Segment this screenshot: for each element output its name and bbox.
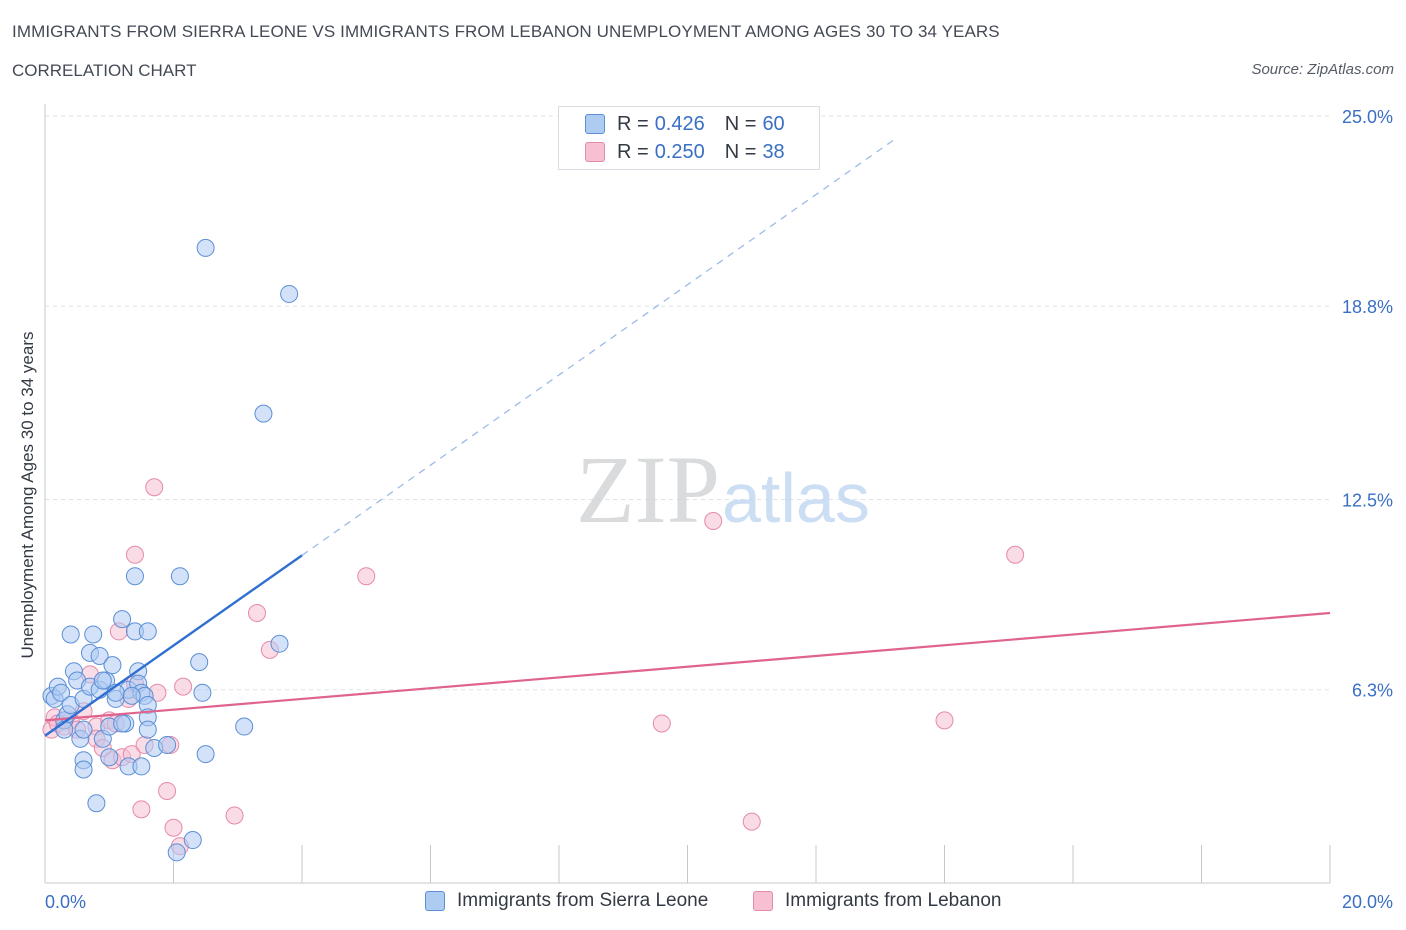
sierra-leone-point	[87, 794, 106, 813]
legend-swatch-lebanon	[585, 142, 605, 162]
lebanon-point	[357, 567, 376, 586]
legend-row-lebanon: R = 0.250 N = 38	[585, 140, 785, 164]
sierra-leone-point	[122, 686, 141, 705]
y-tick-label: 6.3%	[1352, 681, 1393, 701]
sierra-leone-trend-line	[44, 554, 303, 737]
sierra-leone-point	[196, 745, 215, 764]
legend-r-value: 0.250	[654, 140, 705, 163]
y-tick-label: 18.8%	[1342, 297, 1393, 317]
lebanon-point	[225, 806, 244, 825]
lebanon-point	[145, 478, 164, 497]
legend-n-label: N =	[724, 112, 757, 135]
lebanon-point	[132, 800, 151, 819]
bottom-legend-sierra-leone: Immigrants from Sierra Leone	[425, 890, 708, 912]
legend-label-lebanon: Immigrants from Lebanon	[785, 890, 1002, 911]
sierra-leone-point	[167, 843, 186, 862]
watermark: ZIP atlas	[576, 436, 870, 543]
lebanon-point	[935, 711, 954, 730]
sierra-leone-point	[84, 625, 103, 644]
lebanon-point	[158, 781, 177, 800]
watermark-zip: ZIP	[576, 436, 720, 543]
legend-swatch-sierra-leone	[585, 114, 605, 134]
lebanon-point	[704, 511, 723, 530]
y-axis-label: Unemployment Among Ages 30 to 34 years	[18, 331, 37, 659]
legend-swatch-sierra-leone	[425, 891, 445, 911]
sierra-leone-point	[100, 748, 119, 767]
legend-n-value: 60	[762, 112, 785, 135]
bottom-legend-lebanon: Immigrants from Lebanon	[753, 890, 1002, 912]
sierra-leone-point	[74, 760, 93, 779]
legend-r-label: R =	[617, 140, 649, 163]
correlation-legend: R = 0.426 N = 60 R = 0.250 N = 38	[558, 106, 820, 170]
y-tick-labels: 6.3% 12.5% 18.8% 25.0%	[1342, 107, 1393, 701]
lebanon-point	[742, 812, 761, 831]
lebanon-point	[125, 545, 144, 564]
sierra-leone-point	[132, 757, 151, 776]
legend-r-value: 0.426	[654, 112, 705, 135]
legend-r-label: R =	[617, 112, 649, 135]
sierra-leone-trend-extension	[301, 139, 894, 556]
y-tick-label: 25.0%	[1342, 107, 1393, 127]
legend-n-value: 38	[762, 140, 785, 163]
legend-swatch-lebanon	[753, 891, 773, 911]
sierra-leone-point	[235, 717, 254, 736]
gridlines	[45, 115, 1330, 691]
axes	[44, 104, 1331, 884]
legend-label-sierra-leone: Immigrants from Sierra Leone	[457, 890, 709, 911]
sierra-leone-point	[113, 610, 132, 629]
x-tick-label-max: 20.0%	[1342, 892, 1393, 912]
chart-title: IMMIGRANTS FROM SIERRA LEONE VS IMMIGRAN…	[12, 22, 1000, 41]
sierra-leone-point	[280, 284, 299, 303]
sierra-leone-point	[74, 720, 93, 739]
sierra-leone-point	[170, 567, 189, 586]
series-sierra-leone-points	[42, 238, 299, 862]
sierra-leone-point	[254, 404, 273, 423]
sierra-leone-point	[103, 656, 122, 675]
sierra-leone-point	[158, 735, 177, 754]
sierra-leone-point	[138, 720, 157, 739]
sierra-leone-point	[113, 714, 132, 733]
lebanon-point	[164, 818, 183, 837]
watermark-atlas: atlas	[722, 459, 870, 537]
lebanon-point	[248, 604, 267, 623]
legend-n-label: N =	[724, 140, 757, 163]
sierra-leone-point	[52, 683, 71, 702]
y-tick-label: 12.5%	[1342, 491, 1393, 511]
lebanon-trend-line	[44, 611, 1331, 722]
sierra-leone-point	[190, 653, 209, 672]
sierra-leone-point	[90, 646, 109, 665]
lebanon-point	[1006, 545, 1025, 564]
sierra-leone-point	[138, 622, 157, 641]
sierra-leone-point	[183, 831, 202, 850]
sierra-leone-point	[193, 683, 212, 702]
legend-row-sierra-leone: R = 0.426 N = 60	[585, 112, 785, 136]
sierra-leone-point	[196, 238, 215, 257]
series-lebanon-points	[42, 478, 1025, 856]
trend-lines	[44, 139, 1331, 737]
lebanon-point	[174, 677, 193, 696]
sierra-leone-point	[270, 634, 289, 653]
chart-subtitle: CORRELATION CHART	[12, 61, 197, 80]
source-label: Source: ZipAtlas.com	[1251, 61, 1394, 78]
sierra-leone-point	[61, 625, 80, 644]
lebanon-point	[652, 714, 671, 733]
x-tick-label-min: 0.0%	[45, 892, 86, 912]
sierra-leone-point	[125, 567, 144, 586]
sierra-leone-point	[93, 671, 112, 690]
